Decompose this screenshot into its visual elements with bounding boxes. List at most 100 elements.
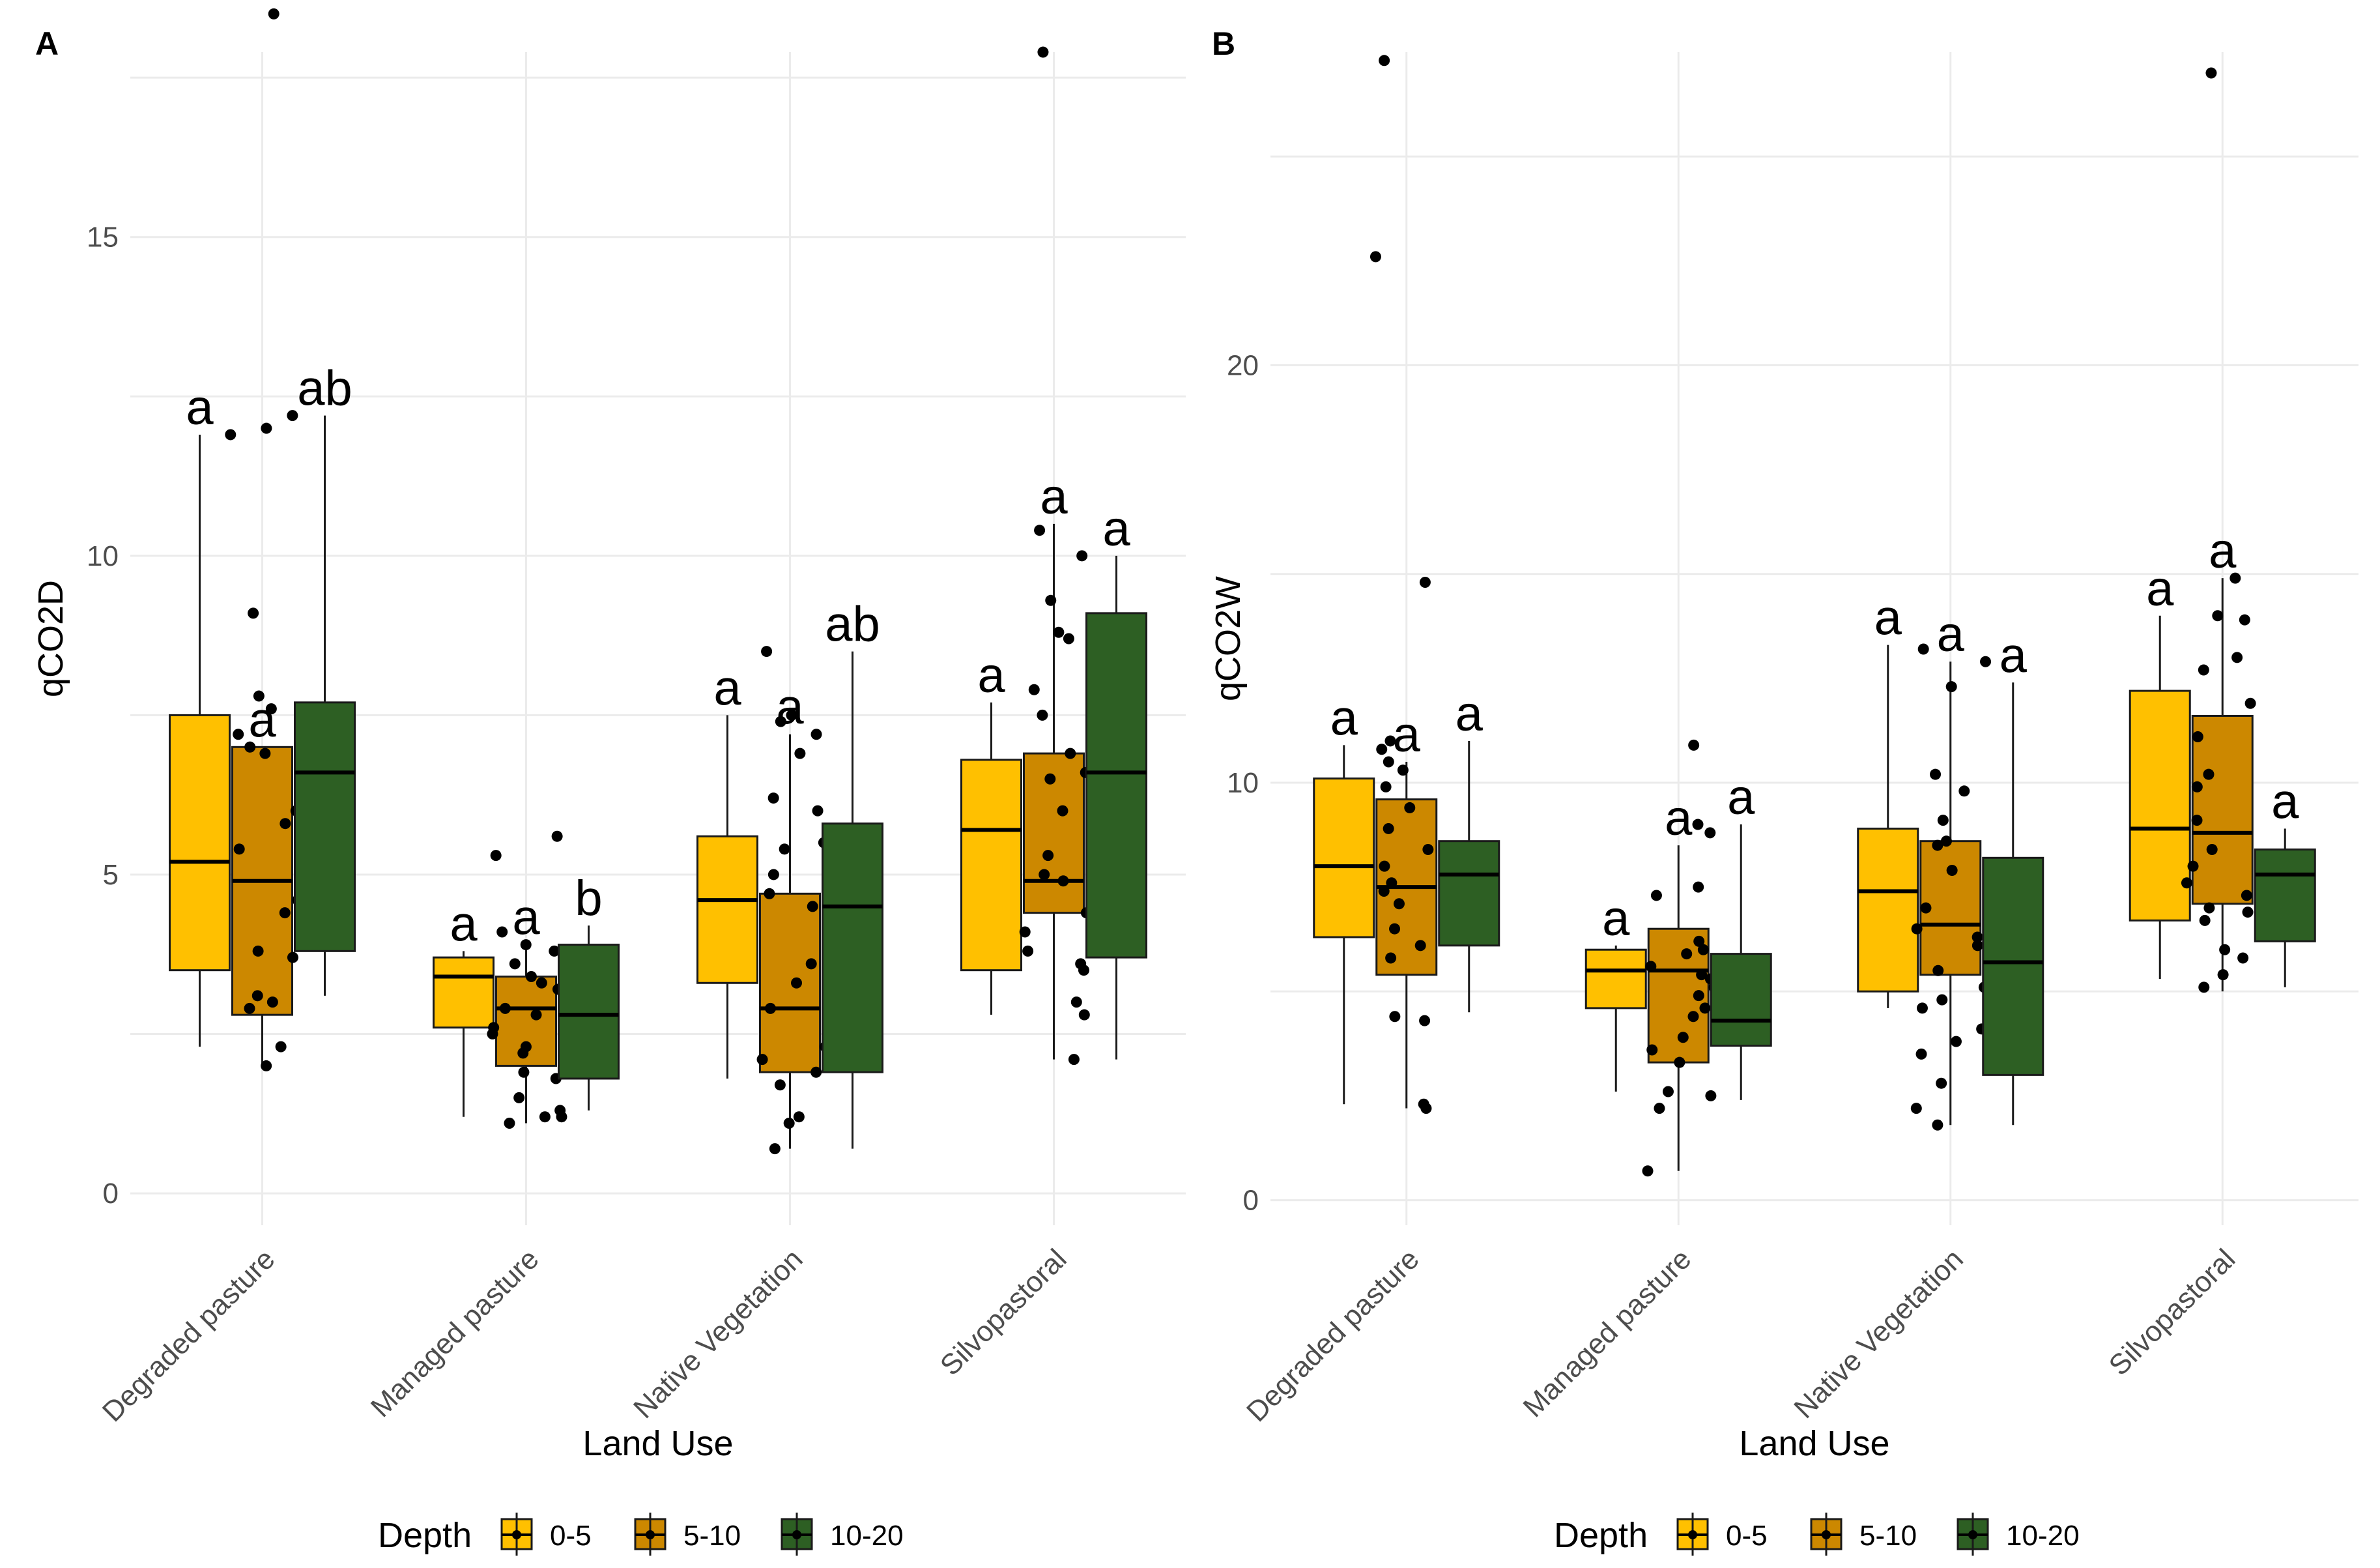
data-point	[1704, 827, 1716, 839]
legend-b: Depth 0-5 5-10 10-20	[1554, 1513, 2080, 1556]
box-degraded-pasture-10-20: ab	[294, 361, 356, 996]
data-point	[1045, 594, 1057, 606]
significance-letter: a	[2146, 561, 2174, 617]
data-point	[2203, 768, 2215, 780]
box-iqr	[1982, 856, 2044, 1076]
box-managed-pasture-0-5: a	[1584, 891, 1647, 1092]
data-point	[1068, 1054, 1080, 1066]
box-iqr	[294, 701, 356, 952]
data-point	[499, 1002, 511, 1014]
data-point	[253, 690, 265, 702]
data-point	[244, 1002, 255, 1014]
data-point	[2205, 67, 2217, 79]
data-point	[261, 422, 272, 434]
data-point	[252, 945, 264, 957]
data-point	[1945, 681, 1957, 693]
data-point	[1022, 945, 1034, 957]
x-tick-label-managed-pasture: Managed pasture	[1517, 1243, 1698, 1423]
data-point	[1699, 1002, 1711, 1014]
y-tick-label: 10	[87, 540, 119, 572]
data-point	[764, 888, 775, 899]
data-point	[1383, 756, 1394, 768]
panel-label: A	[35, 25, 59, 62]
data-point	[1419, 1015, 1431, 1026]
panel-a: 0 5 10 15 Degraded pasture Managed pasture Nat…	[31, 8, 1186, 1463]
data-point	[525, 970, 537, 982]
data-point	[1980, 656, 1992, 667]
data-point	[1397, 764, 1409, 776]
x-axis-title: Land Use	[582, 1424, 733, 1463]
data-point	[1693, 935, 1705, 947]
legend-label: 5-10	[683, 1520, 741, 1552]
data-point	[1646, 1044, 1658, 1056]
x-tick-label-managed-pasture: Managed pasture	[365, 1243, 545, 1423]
data-point	[810, 729, 822, 740]
data-point	[520, 939, 532, 951]
data-point	[1911, 923, 1923, 935]
data-point	[769, 1143, 781, 1155]
legend-key-point	[1968, 1530, 1977, 1539]
data-point	[1028, 684, 1040, 695]
data-point	[1650, 890, 1662, 901]
box-iqr	[1313, 777, 1375, 938]
data-point	[1389, 1011, 1401, 1023]
box-degraded-pasture-5-10: a	[225, 8, 304, 1071]
significance-letter: b	[575, 871, 602, 926]
data-point	[1385, 952, 1397, 964]
data-point	[287, 410, 298, 422]
data-point	[1946, 865, 1958, 877]
data-point	[261, 1060, 272, 1071]
data-point	[518, 1066, 530, 1078]
data-point	[1692, 819, 1704, 830]
y-tick-label: 0	[103, 1178, 119, 1210]
data-point	[786, 709, 797, 721]
data-point	[244, 741, 256, 753]
data-point	[1932, 839, 1943, 851]
panel-label: B	[1212, 25, 1235, 62]
data-point	[2229, 572, 2241, 584]
data-point	[248, 607, 259, 619]
box-iqr	[2129, 690, 2191, 922]
data-point	[2181, 877, 2192, 889]
significance-letter: a	[1665, 791, 1693, 846]
box-silvopastoral-5-10: a	[2181, 67, 2256, 993]
data-point	[268, 8, 280, 20]
data-point	[536, 977, 547, 989]
box-native-vegetation-10-20: ab	[822, 597, 883, 1149]
data-point	[2217, 969, 2229, 981]
data-point	[2242, 907, 2254, 918]
significance-letter: a	[1330, 690, 1358, 746]
data-point	[1383, 822, 1394, 834]
data-point	[779, 843, 790, 855]
box-iqr	[1085, 612, 1147, 959]
x-tick-label-silvopastoral: Silvopastoral	[934, 1243, 1073, 1382]
significance-letter: a	[1393, 707, 1421, 762]
data-point	[279, 907, 291, 919]
data-point	[1920, 902, 1932, 914]
data-point	[807, 901, 818, 912]
data-point	[2244, 697, 2256, 709]
data-point	[2199, 914, 2211, 926]
data-point	[225, 429, 237, 441]
data-point	[1379, 55, 1390, 66]
grid	[130, 52, 1186, 1225]
data-point	[1930, 768, 1942, 780]
data-point	[1019, 926, 1031, 938]
legend-a: Depth 0-5 5-10 10-20	[378, 1513, 904, 1556]
data-point	[1910, 1103, 1922, 1114]
legend-label: 0-5	[550, 1520, 592, 1552]
data-point	[1379, 860, 1390, 872]
data-point	[1696, 969, 1708, 981]
data-point	[1044, 773, 1056, 785]
legend-label: 10-20	[2006, 1520, 2080, 1552]
box-managed-pasture-10-20: a	[1710, 770, 1772, 1100]
data-point	[1078, 965, 1089, 976]
data-point	[549, 945, 560, 957]
data-point	[1078, 1009, 1090, 1021]
data-point	[810, 1066, 822, 1078]
data-point	[1414, 940, 1426, 951]
data-point	[530, 1009, 542, 1021]
box-degraded-pasture-0-5: a	[169, 380, 231, 1047]
y-tick-label: 20	[1227, 349, 1259, 381]
data-point	[1936, 1077, 1947, 1089]
